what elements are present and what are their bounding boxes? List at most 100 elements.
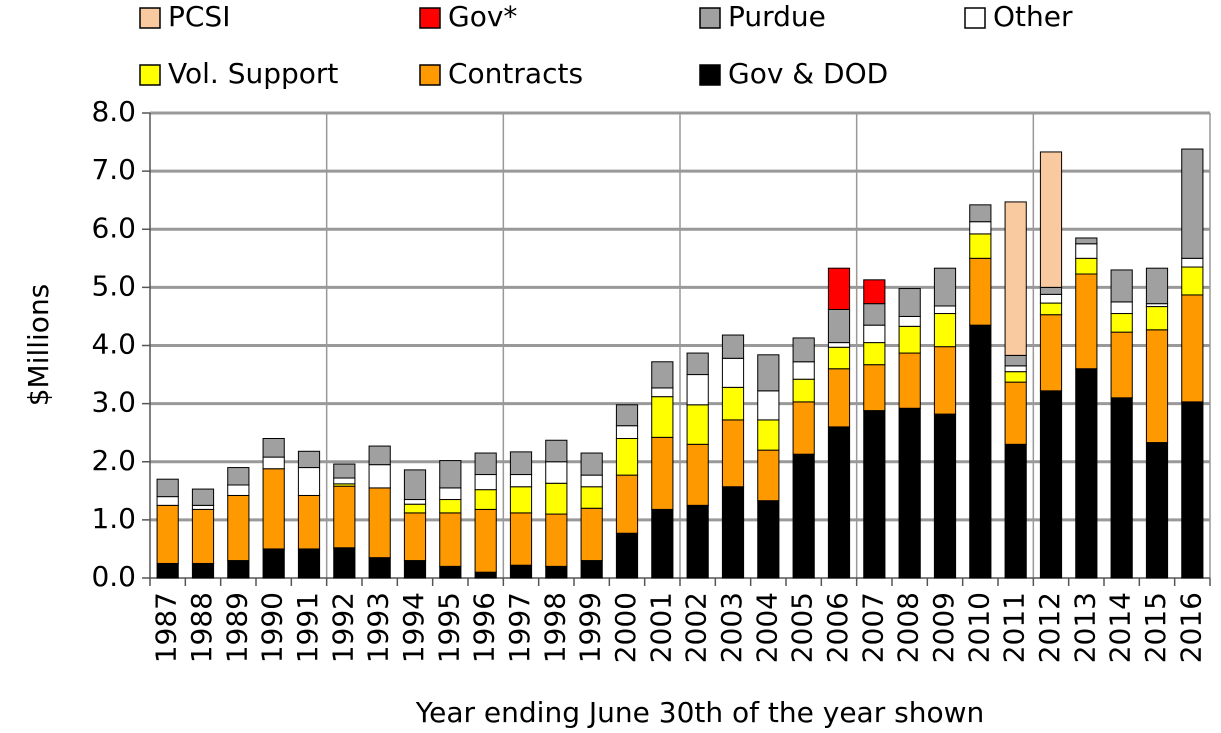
x-tick-label: 1996 bbox=[468, 592, 501, 663]
bar-segment bbox=[333, 547, 356, 579]
bar-segment bbox=[615, 404, 639, 427]
bar-segment bbox=[898, 288, 921, 317]
x-tick-label: 2006 bbox=[821, 592, 854, 663]
bar-segment bbox=[1110, 269, 1133, 303]
bar-segment bbox=[439, 512, 462, 567]
bar-segment bbox=[1075, 237, 1098, 245]
y-tick-label: 0.0 bbox=[91, 560, 136, 593]
bar-segment bbox=[191, 504, 215, 510]
x-tick-label: 2001 bbox=[644, 592, 677, 663]
bar-segment bbox=[580, 507, 603, 562]
bar-segment bbox=[1110, 397, 1133, 579]
x-tick-label: 2015 bbox=[1139, 592, 1172, 663]
bar-segment bbox=[933, 346, 957, 415]
bar-segment bbox=[580, 452, 603, 476]
bar-segment bbox=[262, 468, 285, 550]
bar-segment bbox=[297, 548, 321, 579]
bar-segment bbox=[757, 449, 780, 502]
y-tick-label: 1.0 bbox=[91, 502, 136, 535]
bar-segment bbox=[898, 325, 921, 354]
bar-segment bbox=[439, 565, 462, 579]
bar-segment bbox=[615, 425, 639, 439]
y-tick-label: 3.0 bbox=[91, 386, 136, 419]
bar-segment bbox=[1075, 257, 1098, 275]
bar-segment bbox=[403, 469, 427, 501]
bar-segment bbox=[368, 557, 391, 579]
bar-segment bbox=[686, 443, 709, 506]
y-tick-label: 2.0 bbox=[91, 444, 136, 477]
bar-segment bbox=[227, 494, 250, 562]
bar-segment bbox=[403, 512, 427, 562]
x-tick-label: 2004 bbox=[750, 592, 783, 663]
bar-segment bbox=[757, 500, 780, 579]
bar-segment bbox=[651, 396, 674, 438]
x-tick-label: 1992 bbox=[326, 592, 359, 663]
bar-segment bbox=[721, 386, 745, 421]
bar-segment bbox=[792, 401, 815, 455]
bar-segment bbox=[721, 334, 745, 359]
bar-segment bbox=[721, 419, 745, 488]
bar-segment bbox=[969, 257, 992, 326]
bar-segment bbox=[827, 426, 851, 579]
bar-segment bbox=[580, 560, 603, 579]
bar-segment bbox=[191, 508, 215, 564]
x-tick-label: 2010 bbox=[962, 592, 995, 663]
bar-segment bbox=[403, 560, 427, 579]
x-tick-label: 1991 bbox=[291, 592, 324, 663]
bar-segment bbox=[368, 487, 391, 559]
bar-segment bbox=[509, 486, 533, 514]
bar-segment bbox=[1004, 201, 1027, 356]
bar-segment bbox=[474, 474, 497, 491]
bar-segment bbox=[827, 267, 851, 310]
bar-segment bbox=[474, 571, 497, 579]
x-tick-label: 1993 bbox=[362, 592, 395, 663]
bar-segment bbox=[439, 460, 462, 489]
bar-segment bbox=[580, 486, 603, 509]
bar-segment bbox=[1110, 301, 1133, 315]
bar-segment bbox=[227, 484, 250, 496]
x-tick-label: 2012 bbox=[1033, 592, 1066, 663]
x-tick-label: 2007 bbox=[856, 592, 889, 663]
bar-segment bbox=[545, 513, 568, 567]
legend-label: Other bbox=[993, 0, 1073, 33]
bar-segment bbox=[792, 337, 815, 363]
bar-segment bbox=[757, 419, 780, 451]
legend-swatch bbox=[139, 7, 161, 29]
legend-swatch bbox=[699, 7, 721, 29]
bar-segment bbox=[615, 474, 639, 534]
bar-segment bbox=[403, 503, 427, 514]
bar-segment bbox=[686, 374, 709, 406]
bar-segment bbox=[1110, 313, 1133, 333]
x-tick-label: 1987 bbox=[150, 592, 183, 663]
bar-segment bbox=[1004, 354, 1027, 367]
bar-segment bbox=[439, 487, 462, 501]
x-axis-title: Year ending June 30th of the year shown bbox=[415, 696, 984, 729]
bar-segment bbox=[615, 438, 639, 476]
bar-segment bbox=[1039, 293, 1063, 304]
bar-segment bbox=[651, 436, 674, 510]
bar-segment bbox=[827, 346, 851, 370]
bar-segment bbox=[403, 499, 427, 505]
bar-segment bbox=[898, 352, 921, 409]
x-tick-label: 1999 bbox=[574, 592, 607, 663]
x-tick-label: 1989 bbox=[220, 592, 253, 663]
y-tick-label: 4.0 bbox=[91, 328, 136, 361]
bar-segment bbox=[474, 452, 497, 476]
bar-segment bbox=[580, 474, 603, 488]
bar-segment bbox=[863, 364, 886, 412]
bar-segment bbox=[509, 474, 533, 488]
legend-label: Vol. Support bbox=[168, 57, 338, 90]
bar-segment bbox=[721, 357, 745, 388]
bar-segment bbox=[969, 204, 992, 223]
bar-segment bbox=[545, 461, 568, 484]
x-tick-label: 2009 bbox=[927, 592, 960, 663]
bar-segment bbox=[156, 504, 179, 564]
bar-segment bbox=[898, 315, 921, 327]
bar-segment bbox=[439, 499, 462, 514]
bar-segment bbox=[863, 342, 886, 366]
bar-segment bbox=[545, 482, 568, 515]
x-tick-label: 1990 bbox=[256, 592, 289, 663]
bar-segment bbox=[1145, 442, 1169, 579]
bar-segment bbox=[1181, 257, 1204, 268]
bar-segment bbox=[156, 562, 179, 579]
